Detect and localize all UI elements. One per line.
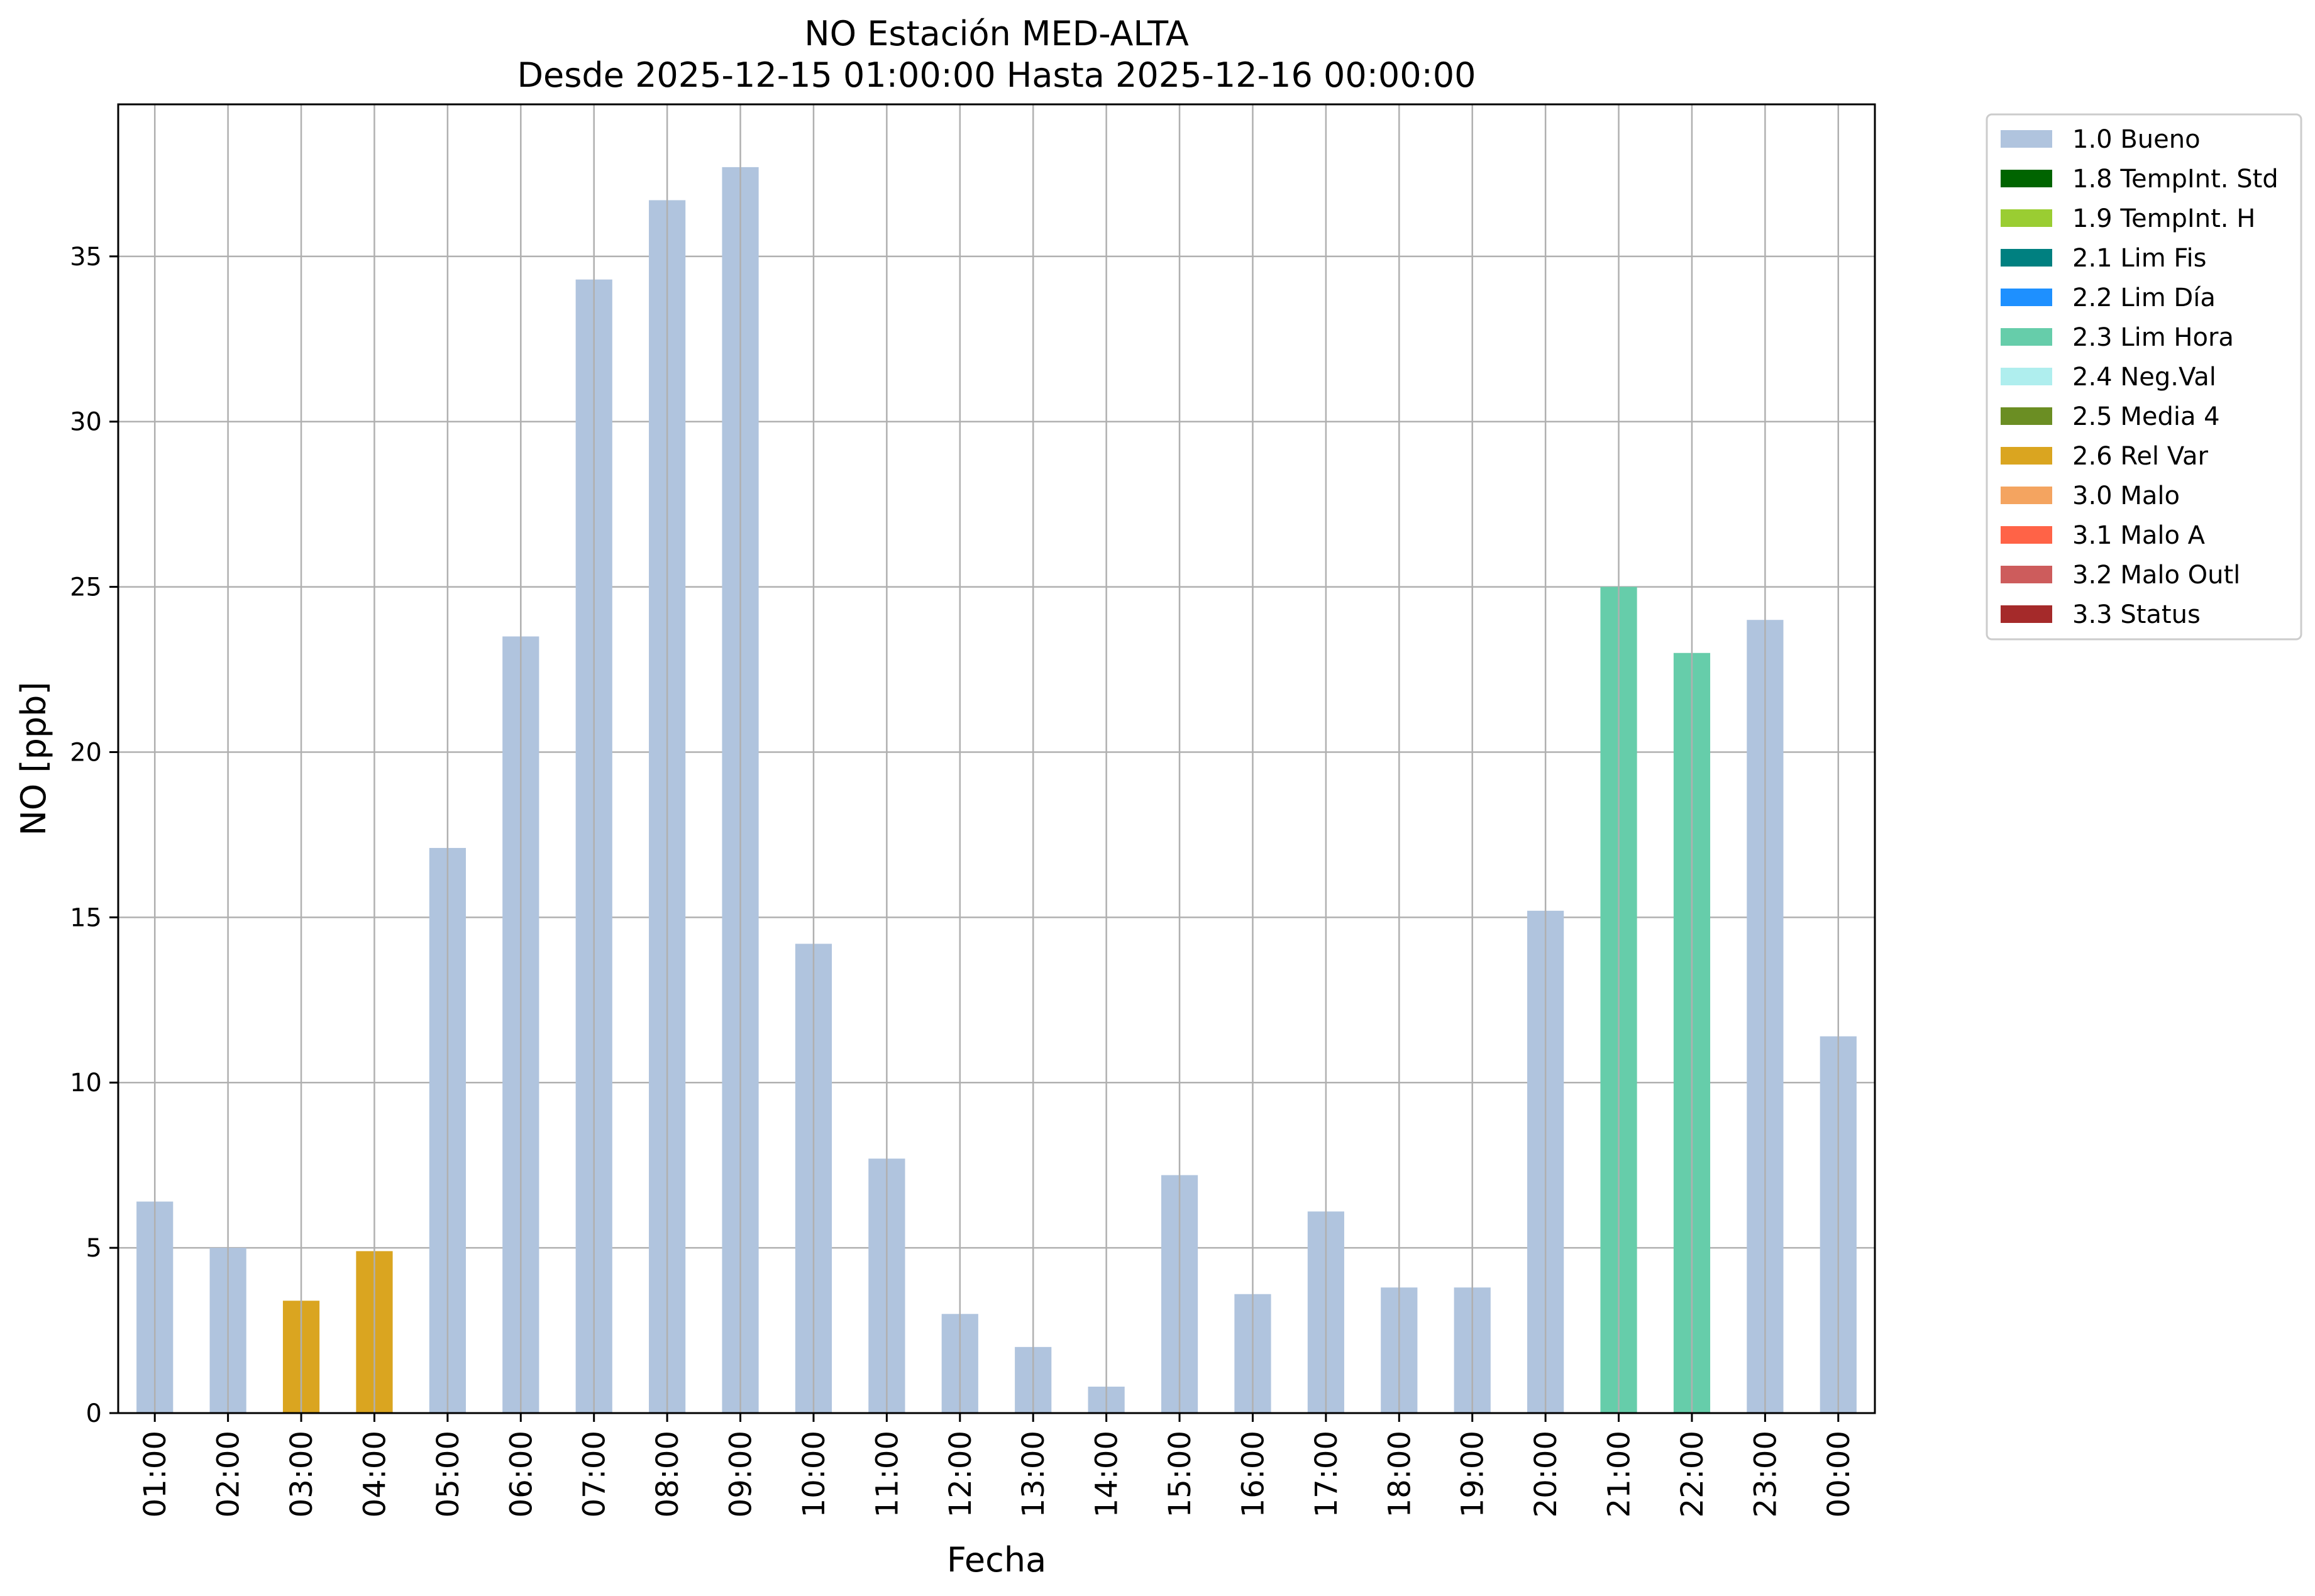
x-tick-label: 02:00	[211, 1431, 246, 1517]
x-tick-label: 18:00	[1382, 1431, 1417, 1517]
legend: 1.0 Bueno 1.8 TempInt. Std 1.9 TempInt. H 2…	[1986, 113, 2302, 641]
legend-label: 1.0 Bueno	[2072, 125, 2201, 154]
legend-swatch	[2001, 209, 2052, 227]
x-tick-label: 06:00	[504, 1431, 539, 1517]
legend-label: 2.5 Media 4	[2072, 402, 2220, 431]
legend-frame	[1986, 113, 2302, 641]
legend-swatch	[2001, 249, 2052, 267]
legend-swatch	[2001, 328, 2052, 346]
x-axis-ticks: 01:00 02:00 03:00 04:00 05:00 06:00 07:00 08:00…	[138, 1413, 1857, 1517]
x-tick-label: 05:00	[431, 1431, 466, 1517]
legend-swatch	[2001, 407, 2052, 425]
y-tick-label: 0	[86, 1399, 102, 1428]
legend-swatch	[2001, 566, 2052, 583]
legend-swatch	[2001, 130, 2052, 148]
legend-label: 3.3 Status	[2072, 600, 2201, 629]
x-tick-label: 12:00	[943, 1431, 978, 1517]
x-tick-label: 23:00	[1748, 1431, 1783, 1517]
legend-label: 1.8 TempInt. Std	[2072, 165, 2279, 194]
legend-label: 2.4 Neg.Val	[2072, 363, 2216, 392]
x-tick-label: 13:00	[1016, 1431, 1051, 1517]
legend-swatch	[2001, 487, 2052, 504]
x-tick-label: 07:00	[577, 1431, 612, 1517]
legend-swatch	[2001, 368, 2052, 385]
legend-swatch	[2001, 526, 2052, 544]
chart-title: NO Estación MED-ALTA	[804, 14, 1189, 53]
legend-label: 3.0 Malo	[2072, 482, 2180, 510]
legend-swatch	[2001, 605, 2052, 623]
legend-label: 2.1 Lim Fis	[2072, 244, 2206, 273]
legend-label: 3.2 Malo Outl	[2072, 561, 2240, 590]
chart-subtitle: Desde 2025-12-15 01:00:00 Hasta 2025-12-…	[517, 55, 1476, 95]
x-tick-label: 03:00	[284, 1431, 319, 1517]
x-axis-label: Fecha	[947, 1540, 1046, 1580]
x-tick-label: 19:00	[1456, 1431, 1491, 1517]
y-tick-label: 25	[70, 573, 102, 602]
x-tick-label: 11:00	[870, 1431, 905, 1517]
y-tick-label: 35	[70, 243, 102, 272]
x-tick-label: 14:00	[1090, 1431, 1125, 1517]
x-tick-label: 00:00	[1821, 1431, 1857, 1517]
x-tick-label: 04:00	[357, 1431, 392, 1517]
x-tick-label: 10:00	[797, 1431, 832, 1517]
legend-label: 2.6 Rel Var	[2072, 442, 2209, 471]
y-tick-label: 20	[70, 738, 102, 767]
x-tick-label: 22:00	[1675, 1431, 1710, 1517]
y-axis-ticks: 0 5 10 15 20 25 30 35	[70, 243, 118, 1428]
legend-label: 2.2 Lim Día	[2072, 283, 2216, 312]
x-tick-label: 09:00	[724, 1431, 759, 1517]
y-axis-label: NO [ppb]	[14, 681, 53, 835]
legend-swatch	[2001, 289, 2052, 306]
legend-swatch	[2001, 170, 2052, 187]
legend-swatch	[2001, 447, 2052, 465]
legend-label: 3.1 Malo A	[2072, 521, 2206, 550]
vertical-grid	[153, 104, 1840, 1413]
plot-frame	[117, 103, 1876, 1414]
x-tick-label: 01:00	[138, 1431, 173, 1517]
x-tick-label: 16:00	[1235, 1431, 1271, 1517]
x-tick-label: 17:00	[1309, 1431, 1344, 1517]
x-tick-label: 15:00	[1163, 1431, 1198, 1517]
y-tick-label: 10	[70, 1069, 102, 1098]
x-tick-label: 20:00	[1528, 1431, 1564, 1517]
x-tick-label: 08:00	[650, 1431, 685, 1517]
x-tick-label: 21:00	[1602, 1431, 1637, 1517]
legend-label: 2.3 Lim Hora	[2072, 323, 2234, 352]
grid	[118, 255, 1875, 1414]
y-tick-label: 15	[70, 903, 102, 932]
legend-label: 1.9 TempInt. H	[2072, 204, 2255, 233]
y-tick-label: 5	[86, 1234, 102, 1263]
y-tick-label: 30	[70, 408, 102, 437]
